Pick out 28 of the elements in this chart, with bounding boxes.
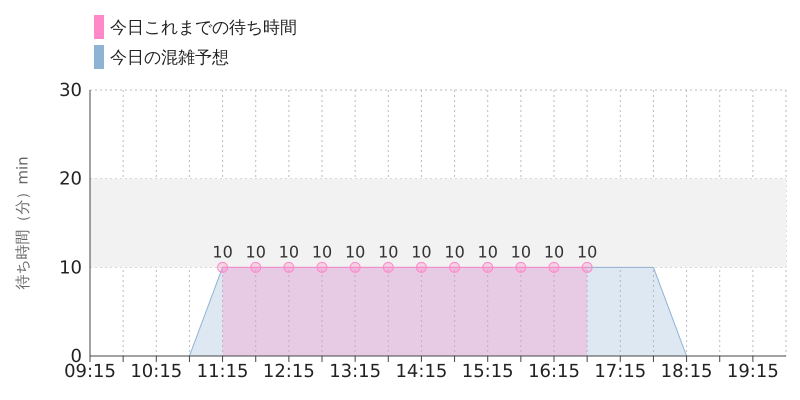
x-tick-label: 14:15 bbox=[395, 360, 448, 382]
data-label: 10 bbox=[312, 242, 332, 262]
data-label: 10 bbox=[278, 242, 300, 262]
data-label: 10 bbox=[246, 242, 266, 262]
data-label: 10 bbox=[444, 242, 465, 262]
data-label: 10 bbox=[544, 242, 564, 262]
x-tick-label: 10:15 bbox=[130, 360, 182, 382]
y-axis-title: 待ち時間（分）min bbox=[13, 156, 32, 290]
x-tick-label: 11:15 bbox=[196, 360, 249, 382]
x-tick-label: 17:15 bbox=[594, 360, 646, 382]
y-tick-label: 10 bbox=[59, 257, 82, 278]
legend-label: 今日の混雑予想 bbox=[110, 46, 229, 68]
x-tick-label: 16:15 bbox=[528, 360, 580, 382]
data-label: 10 bbox=[212, 242, 233, 262]
legend-label: 今日これまでの待ち時間 bbox=[110, 16, 297, 38]
x-tick-label: 13:15 bbox=[329, 360, 382, 382]
y-tick-label: 30 bbox=[59, 80, 82, 101]
data-label: 10 bbox=[576, 242, 598, 262]
x-tick-label: 15:15 bbox=[462, 360, 514, 382]
x-tick-label: 12:15 bbox=[262, 360, 315, 382]
x-tick-label: 19:15 bbox=[726, 360, 779, 382]
data-label: 10 bbox=[478, 242, 498, 262]
data-label: 10 bbox=[510, 242, 532, 262]
x-tick-label: 18:15 bbox=[660, 360, 713, 382]
data-label: 10 bbox=[411, 242, 432, 262]
data-label: 10 bbox=[378, 242, 398, 262]
y-tick-label: 20 bbox=[59, 168, 82, 190]
data-label: 10 bbox=[344, 242, 366, 262]
